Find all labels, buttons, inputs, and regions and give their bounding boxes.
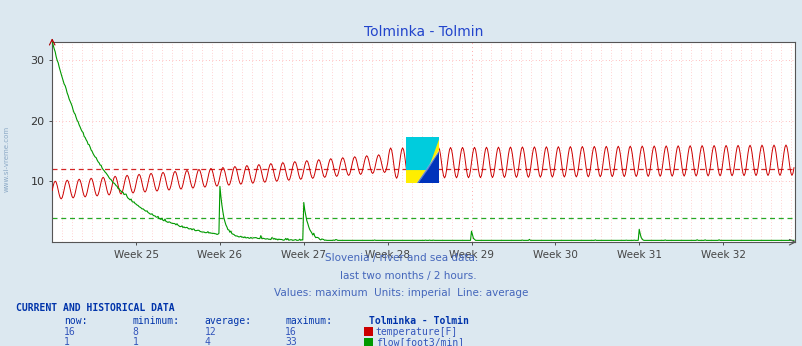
Text: 4: 4 (205, 337, 210, 346)
Text: www.si-vreme.com: www.si-vreme.com (3, 126, 10, 192)
Polygon shape (417, 151, 439, 183)
Text: average:: average: (205, 316, 252, 326)
Text: 16: 16 (64, 327, 76, 337)
Text: flow[foot3/min]: flow[foot3/min] (375, 337, 464, 346)
Text: minimum:: minimum: (132, 316, 180, 326)
Text: maximum:: maximum: (285, 316, 332, 326)
Text: last two months / 2 hours.: last two months / 2 hours. (326, 271, 476, 281)
Polygon shape (405, 137, 439, 170)
Text: 1: 1 (64, 337, 70, 346)
Text: now:: now: (64, 316, 87, 326)
Text: 16: 16 (285, 327, 297, 337)
Polygon shape (417, 151, 439, 183)
Text: temperature[F]: temperature[F] (375, 327, 457, 337)
Text: 8: 8 (132, 327, 138, 337)
Text: 33: 33 (285, 337, 297, 346)
Text: Values: maximum  Units: imperial  Line: average: Values: maximum Units: imperial Line: av… (274, 288, 528, 298)
Text: 12: 12 (205, 327, 217, 337)
Text: Tolminka - Tolmin: Tolminka - Tolmin (369, 316, 468, 326)
Text: 1: 1 (132, 337, 138, 346)
Title: Tolminka - Tolmin: Tolminka - Tolmin (363, 25, 483, 39)
Text: CURRENT AND HISTORICAL DATA: CURRENT AND HISTORICAL DATA (16, 303, 175, 313)
Text: Slovenia / river and sea data.: Slovenia / river and sea data. (325, 253, 477, 263)
